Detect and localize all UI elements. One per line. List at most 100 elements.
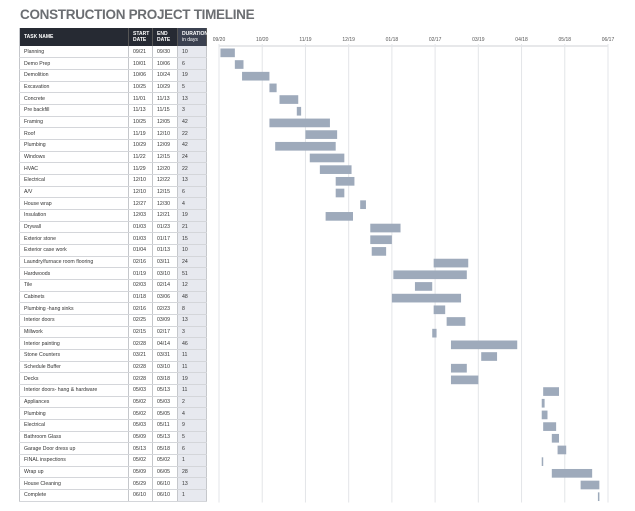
start-date-cell: 05/03	[128, 419, 153, 432]
start-date-cell: 12/10	[128, 186, 153, 199]
table-row: Appliances 05/02 05/03 2	[19, 396, 207, 409]
axis-tick-label: 12/19	[342, 37, 355, 43]
table-row: Electrical 12/10 12/22 13	[19, 174, 207, 187]
gantt-bar	[450, 340, 518, 350]
table-row: Exterior stone 01/03 01/17 15	[19, 232, 207, 245]
gantt-bar	[557, 445, 567, 455]
duration-cell: 42	[177, 139, 207, 152]
duration-cell: 1	[177, 489, 207, 502]
task-name-cell: Plumbing -hang sinks	[19, 302, 129, 315]
duration-cell: 5	[177, 431, 207, 444]
start-date-cell: 01/03	[128, 232, 153, 245]
duration-cell: 6	[177, 442, 207, 456]
duration-cell: 10	[177, 244, 207, 257]
task-name-cell: FINAL inspections	[19, 454, 129, 467]
duration-cell: 48	[177, 291, 207, 304]
table-row: House wrap 12/27 12/30 4	[19, 197, 207, 210]
table-row: Schedule Buffer 02/28 03/10 11	[19, 361, 207, 374]
table-row: Laundry/furnace room flooring 02/16 03/11 2…	[19, 256, 207, 269]
end-date-cell: 11/13	[152, 92, 178, 105]
task-name-cell: Plumbing	[19, 139, 129, 152]
start-date-cell: 02/25	[128, 314, 153, 327]
gantt-bar	[370, 235, 392, 245]
gantt-bar	[551, 468, 593, 478]
start-date-cell: 03/21	[128, 349, 153, 362]
gantt-bar	[325, 212, 353, 221]
task-name-cell: Appliances	[19, 396, 129, 409]
task-name-cell: Demolition	[19, 69, 129, 82]
end-date-cell: 06/05	[152, 466, 178, 479]
start-date-cell: 05/03	[128, 384, 153, 397]
table-row: Plumbing -hang sinks 02/16 02/23 8	[19, 302, 207, 315]
axis-tick-label: 10/20	[256, 37, 269, 43]
task-name-cell: Windows	[19, 151, 129, 164]
task-name-cell: Insulation	[19, 209, 129, 222]
end-date-cell: 12/15	[152, 151, 178, 164]
table-row: Tile 02/03 02/14 12	[19, 279, 207, 292]
start-date-cell: 02/16	[128, 302, 153, 315]
header-duration: DURATION in days	[177, 28, 208, 46]
task-name-cell: Wrap up	[19, 466, 129, 479]
end-date-cell: 05/02	[152, 454, 178, 467]
table-row: Electrical 05/03 05/11 9	[19, 419, 207, 432]
end-date-cell: 05/11	[152, 419, 178, 432]
table-row: Roof 11/19 12/10 22	[19, 127, 207, 140]
task-name-cell: Excavation	[19, 81, 129, 94]
duration-cell: 19	[177, 69, 207, 82]
end-date-cell: 03/11	[152, 256, 178, 269]
start-date-cell: 01/19	[128, 267, 153, 280]
duration-cell: 3	[177, 104, 207, 117]
end-date-cell: 05/05	[152, 407, 178, 420]
end-date-cell: 12/20	[152, 162, 178, 175]
duration-cell: 24	[177, 151, 207, 164]
task-name-cell: Interior painting	[19, 337, 129, 350]
table-row: Hardwoods 01/19 03/10 51	[19, 267, 207, 280]
task-name-cell: Concrete	[19, 92, 129, 105]
gantt-bar	[551, 433, 560, 443]
gantt-bar	[279, 95, 299, 104]
duration-cell: 2	[177, 396, 207, 409]
start-date-cell: 05/02	[128, 454, 153, 467]
start-date-cell: 02/28	[128, 361, 153, 374]
end-date-cell: 12/15	[152, 186, 178, 199]
end-date-cell: 03/18	[152, 372, 178, 385]
duration-cell: 9	[177, 419, 207, 432]
table-row: HVAC 11/29 12/20 22	[19, 162, 207, 175]
page-title: CONSTRUCTION PROJECT TIMELINE	[20, 7, 255, 22]
duration-cell: 22	[177, 162, 207, 175]
task-name-cell: Bathroom Glass	[19, 431, 129, 444]
start-date-cell: 02/03	[128, 279, 153, 292]
table-row: Insulation 12/03 12/21 19	[19, 209, 207, 222]
task-name-cell: Framing	[19, 116, 129, 129]
task-name-cell: Electrical	[19, 419, 129, 432]
gantt-bar	[580, 480, 600, 490]
start-date-cell: 12/10	[128, 174, 153, 187]
gantt-bar	[391, 293, 462, 303]
axis-tick-label: 04/18	[515, 37, 528, 43]
task-name-cell: Interior doors	[19, 314, 129, 327]
duration-cell: 51	[177, 267, 207, 280]
gantt-bar	[360, 200, 366, 210]
start-date-cell: 01/04	[128, 244, 153, 257]
table-row: Planning 09/21 09/30 10	[19, 46, 207, 59]
gantt-bar	[269, 118, 330, 128]
duration-cell: 11	[177, 349, 207, 362]
task-name-cell: Exterior case work	[19, 244, 129, 257]
start-date-cell: 11/01	[128, 92, 153, 105]
start-date-cell: 01/03	[128, 221, 153, 234]
duration-cell: 8	[177, 302, 207, 315]
gantt-bar	[543, 387, 560, 396]
table-row: Pre backfill 11/13 11/15 3	[19, 104, 207, 117]
table-row: Interior painting 02/28 04/14 46	[19, 337, 207, 350]
table-row: Exterior case work 01/04 01/13 10	[19, 244, 207, 257]
end-date-cell: 03/10	[152, 267, 178, 280]
start-date-cell: 05/09	[128, 466, 153, 479]
end-date-cell: 02/23	[152, 302, 178, 315]
task-name-cell: Drywall	[19, 221, 129, 234]
end-date-cell: 02/14	[152, 279, 178, 292]
start-date-cell: 10/29	[128, 139, 153, 152]
task-name-cell: Decks	[19, 372, 129, 385]
task-name-cell: Stone Counters	[19, 349, 129, 362]
start-date-cell: 02/28	[128, 337, 153, 350]
